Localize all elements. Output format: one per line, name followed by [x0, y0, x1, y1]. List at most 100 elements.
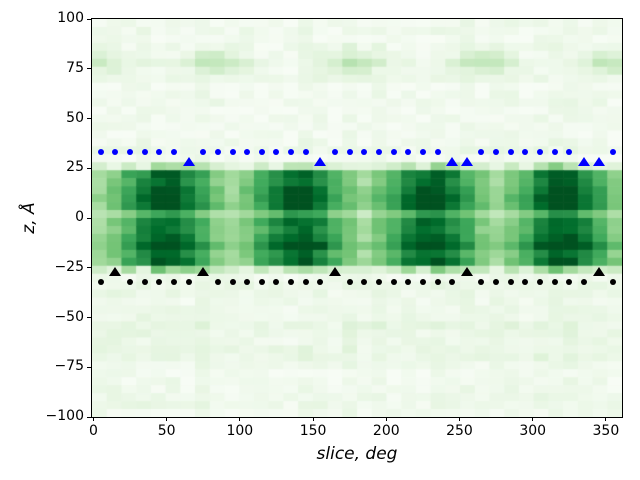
upper-boundary-dot	[244, 149, 251, 156]
upper-boundary-dot	[258, 149, 265, 156]
lower-boundary-dot	[522, 278, 529, 285]
y-tick-label: 0	[75, 209, 84, 225]
y-tick	[87, 366, 91, 368]
lower-boundary-triangle	[592, 266, 605, 276]
y-axis-label: z, Å	[19, 202, 39, 234]
y-tick	[87, 317, 91, 318]
upper-boundary-dot	[346, 149, 353, 156]
lower-boundary-triangle	[460, 266, 473, 276]
lower-boundary-dot	[170, 278, 177, 285]
lower-boundary-dot	[127, 278, 134, 285]
x-tick-label: 50	[157, 423, 176, 439]
lower-boundary-dot	[434, 278, 441, 285]
x-tick-label: 0	[88, 423, 98, 439]
lower-boundary-dot	[229, 278, 236, 285]
upper-boundary-dot	[288, 149, 295, 156]
lower-boundary-dot	[580, 278, 587, 285]
y-tick-label: −50	[54, 308, 84, 325]
y-tick-label: 25	[66, 159, 84, 176]
upper-boundary-dot	[97, 149, 104, 156]
lower-boundary-dot	[405, 278, 412, 285]
upper-boundary-dot	[229, 149, 236, 156]
upper-boundary-dot	[610, 149, 617, 156]
lower-boundary-dot	[419, 278, 426, 285]
lower-boundary-dot	[156, 278, 163, 285]
upper-boundary-dot	[332, 149, 339, 156]
lower-boundary-dot	[537, 278, 543, 285]
markers-layer	[92, 19, 622, 417]
y-tick-label: −75	[54, 358, 84, 375]
y-tick-label: 75	[66, 59, 84, 76]
upper-boundary-dot	[112, 149, 119, 156]
x-tick	[532, 417, 534, 421]
lower-boundary-triangle	[329, 266, 342, 276]
upper-boundary-triangle	[460, 157, 473, 167]
lower-boundary-dot	[288, 278, 295, 285]
lower-boundary-dot	[302, 278, 309, 285]
upper-boundary-triangle	[592, 157, 605, 167]
y-tick	[87, 217, 91, 219]
lower-boundary-dot	[551, 278, 558, 285]
upper-boundary-dot	[361, 149, 368, 156]
x-tick	[239, 417, 241, 421]
lower-boundary-dot	[346, 278, 353, 285]
x-tick-label: 150	[299, 423, 327, 439]
upper-boundary-dot	[273, 149, 280, 156]
upper-boundary-dot	[537, 149, 543, 156]
x-tick	[605, 417, 607, 421]
x-tick	[458, 417, 460, 421]
upper-boundary-dot	[390, 149, 397, 156]
upper-boundary-dot	[493, 149, 500, 156]
x-tick-label: 250	[446, 423, 473, 439]
lower-boundary-dot	[141, 278, 148, 285]
upper-boundary-triangle	[577, 157, 590, 167]
y-tick	[87, 416, 91, 418]
y-tick-label: −100	[45, 408, 84, 424]
lower-boundary-dot	[317, 278, 324, 285]
upper-boundary-triangle	[314, 157, 327, 167]
upper-boundary-dot	[141, 149, 148, 156]
upper-boundary-dot	[200, 149, 207, 156]
lower-boundary-dot	[97, 278, 104, 285]
lower-boundary-dot	[493, 278, 500, 285]
y-tick-label: 50	[66, 109, 84, 126]
x-tick-label: 200	[372, 423, 400, 439]
y-tick	[87, 18, 91, 20]
x-tick-label: 300	[519, 423, 547, 439]
x-tick-label: 100	[226, 423, 254, 439]
y-tick	[87, 68, 91, 70]
lower-boundary-dot	[478, 278, 485, 285]
upper-boundary-dot	[434, 149, 441, 156]
upper-boundary-dot	[214, 149, 221, 156]
y-tick	[87, 118, 91, 119]
lower-boundary-dot	[214, 278, 221, 285]
upper-boundary-dot	[566, 149, 573, 156]
lower-boundary-dot	[566, 278, 573, 285]
lower-boundary-dot	[449, 278, 456, 285]
heatmap-canvas	[92, 19, 622, 417]
upper-boundary-dot	[127, 149, 134, 156]
upper-boundary-dot	[551, 149, 558, 156]
lower-boundary-dot	[258, 278, 265, 285]
lower-boundary-triangle	[109, 266, 122, 276]
lower-boundary-dot	[507, 278, 514, 285]
upper-boundary-dot	[375, 149, 382, 156]
upper-boundary-triangle	[446, 157, 459, 167]
x-tick	[385, 417, 387, 421]
lower-boundary-dot	[244, 278, 251, 285]
x-axis-label: slice, deg	[316, 444, 398, 464]
upper-boundary-dot	[405, 149, 412, 156]
lower-boundary-dot	[361, 278, 368, 285]
lower-boundary-triangle	[197, 266, 210, 276]
upper-boundary-dot	[419, 149, 426, 156]
x-tick	[312, 417, 314, 421]
x-tick	[166, 417, 168, 421]
lower-boundary-dot	[185, 278, 192, 285]
upper-boundary-dot	[156, 149, 163, 156]
y-tick	[87, 167, 91, 169]
plot-area	[91, 18, 623, 418]
y-tick	[87, 267, 91, 269]
upper-boundary-dot	[507, 149, 514, 156]
upper-boundary-dot	[522, 149, 529, 156]
